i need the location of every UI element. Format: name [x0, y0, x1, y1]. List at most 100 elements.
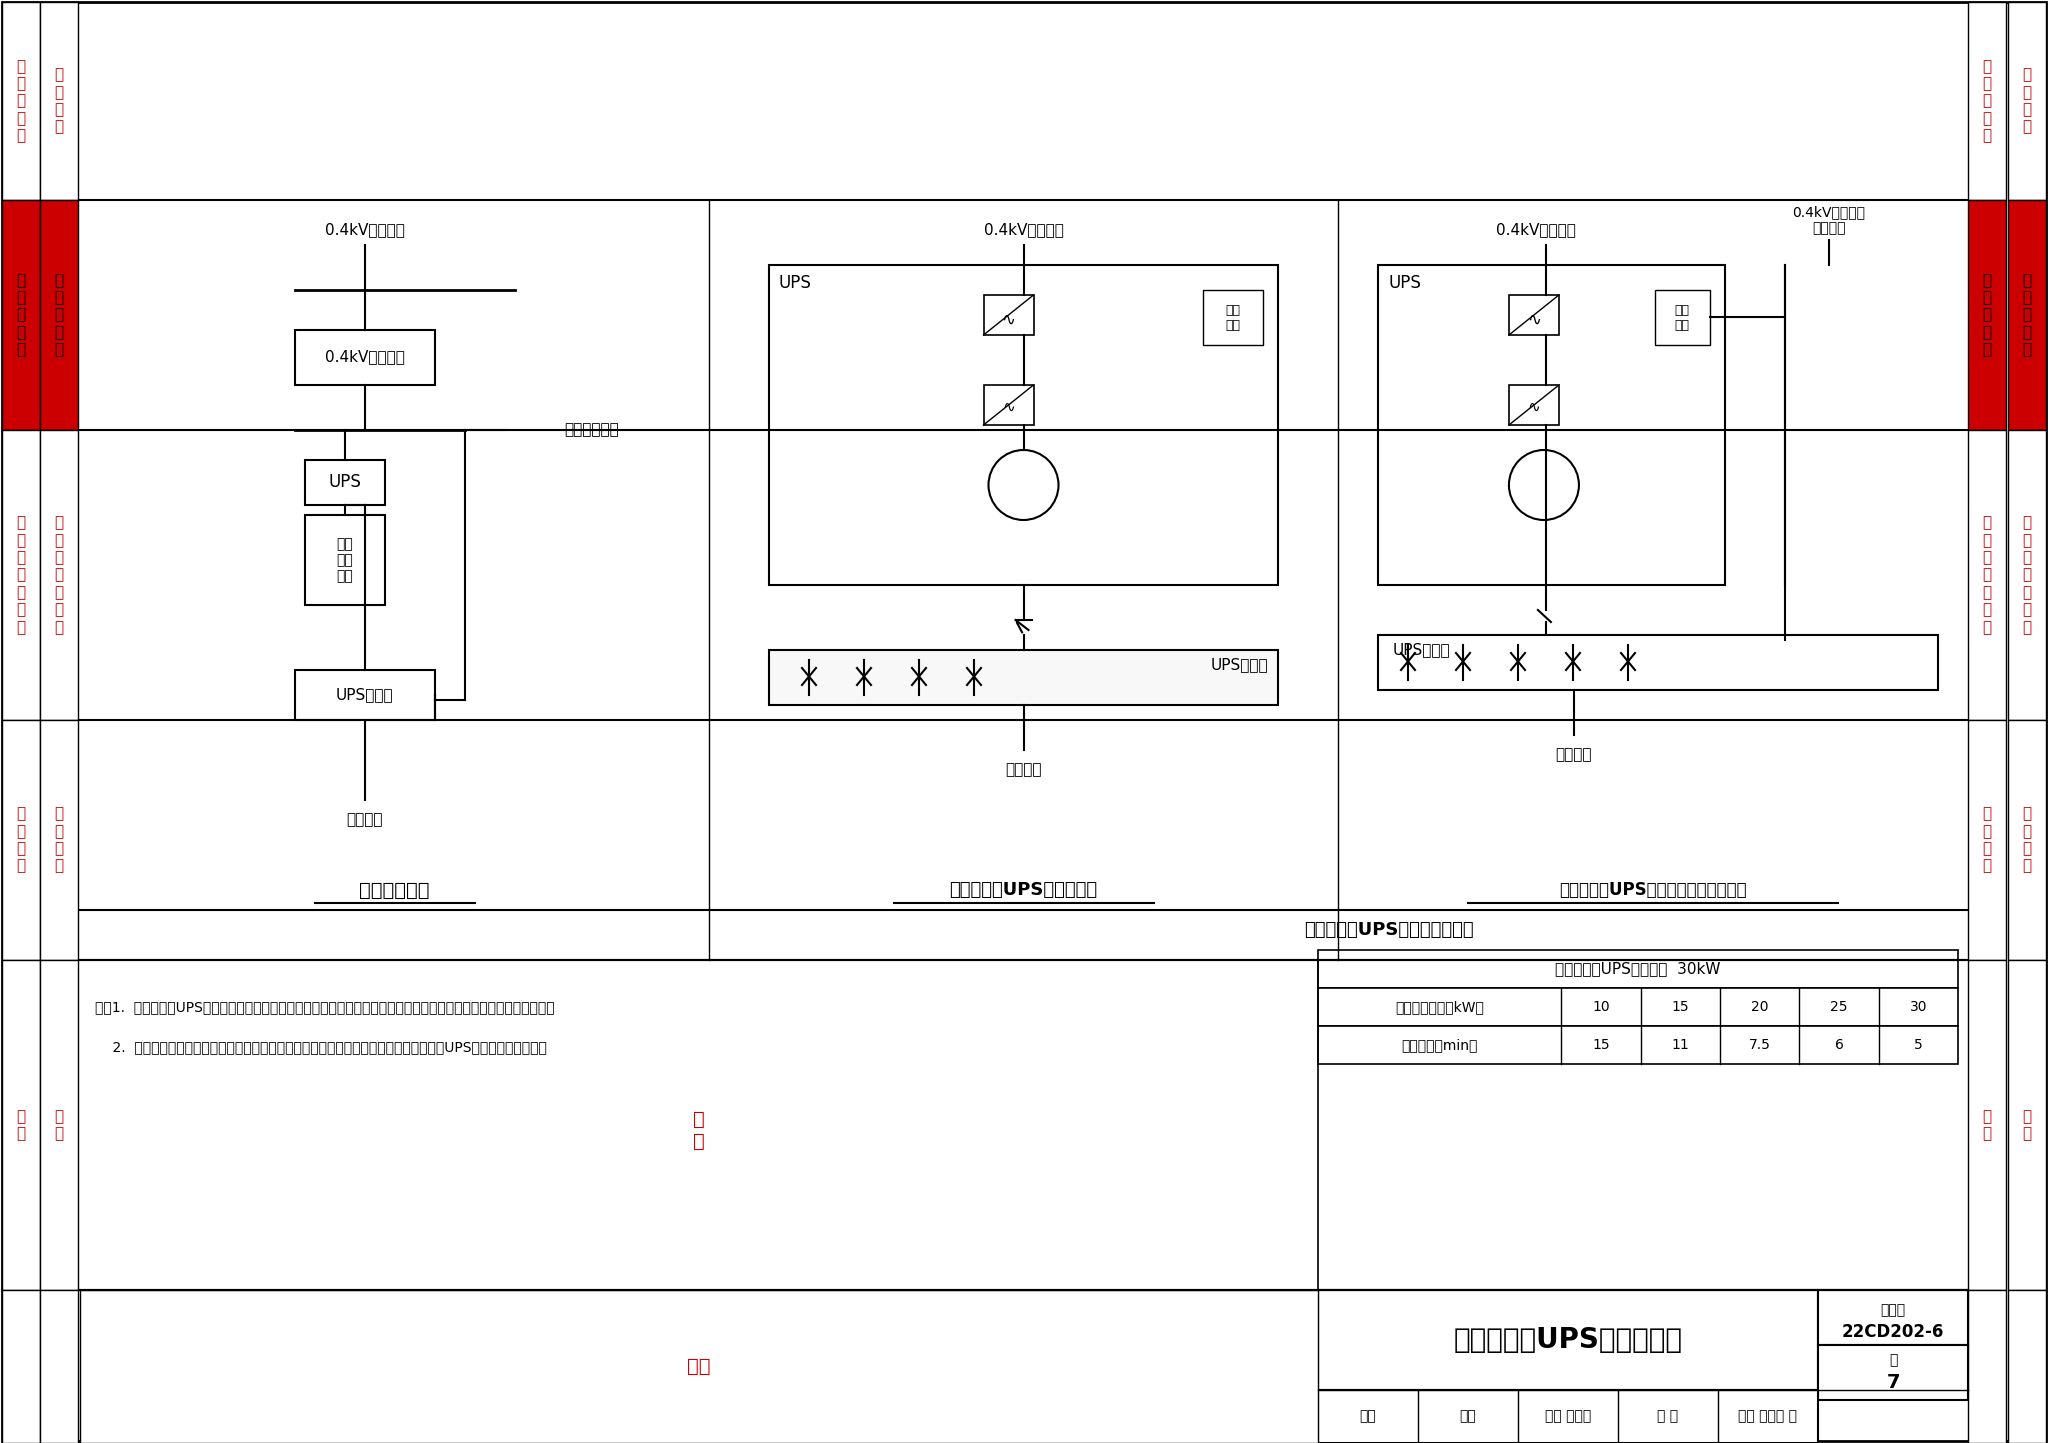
Text: 0.4kV市电电源
手动旁路: 0.4kV市电电源 手动旁路: [1792, 205, 1866, 235]
Bar: [983, 294, 1034, 335]
Bar: [1968, 201, 2005, 430]
Text: 案例: 案例: [688, 1356, 711, 1377]
Text: 5: 5: [1915, 1038, 1923, 1052]
Text: 手动旁路电源: 手动旁路电源: [565, 423, 618, 437]
Text: UPS: UPS: [328, 473, 360, 491]
Text: 0.4kV市电电源: 0.4kV市电电源: [1495, 222, 1575, 238]
Text: 飞轮
储能
装置: 飞轮 储能 装置: [336, 537, 352, 583]
Bar: [1968, 960, 2005, 1290]
Bar: [1202, 290, 1264, 345]
Text: 15: 15: [1591, 1038, 1610, 1052]
Bar: [1319, 988, 1958, 1026]
Bar: [295, 670, 434, 720]
Bar: [2, 201, 41, 430]
Text: ∿: ∿: [1528, 400, 1540, 414]
Bar: [2007, 201, 2046, 430]
Bar: [1319, 1290, 1819, 1390]
Text: 飞轮储能型UPS典型系统图: 飞轮储能型UPS典型系统图: [1454, 1326, 1683, 1354]
Text: 典
型
系
统
图: 典 型 系 统 图: [55, 273, 63, 358]
Bar: [2, 1290, 41, 1443]
Text: 0.4kV市电电源: 0.4kV市电电源: [324, 222, 403, 238]
Text: UPS: UPS: [1389, 274, 1421, 291]
Bar: [41, 430, 78, 720]
Text: 25: 25: [1831, 1000, 1847, 1014]
Text: 重要负荷: 重要负荷: [1556, 747, 1591, 762]
Bar: [1509, 385, 1559, 426]
Bar: [41, 960, 78, 1290]
Text: 重要负荷: 重要负荷: [346, 812, 383, 827]
Text: 工
作
原
理
和: 工 作 原 理 和: [1982, 59, 1991, 143]
Text: 10: 10: [1591, 1000, 1610, 1014]
Text: 拓
扑
图
与
接
线
图: 拓 扑 图 与 接 线 图: [2023, 515, 2032, 635]
Text: 飞轮储能型UPS供电系统图: 飞轮储能型UPS供电系统图: [950, 882, 1098, 899]
Text: 旁路
开关: 旁路 开关: [1673, 304, 1690, 332]
Text: ∿: ∿: [1528, 312, 1540, 329]
Text: UPS配电柜: UPS配电柜: [336, 687, 393, 703]
Bar: [2, 720, 41, 960]
Bar: [41, 1, 78, 201]
Text: 审核: 审核: [1360, 1410, 1376, 1423]
Text: 旁路
开关: 旁路 开关: [1225, 304, 1241, 332]
Text: 放电时间（min）: 放电时间（min）: [1401, 1038, 1479, 1052]
Text: 0.4kV配电装置: 0.4kV配电装置: [324, 349, 403, 365]
Bar: [2007, 1290, 2046, 1443]
Bar: [305, 460, 385, 505]
Bar: [41, 720, 78, 960]
Text: 案
例: 案 例: [2023, 1108, 2032, 1141]
Bar: [2007, 430, 2046, 720]
Text: 孙兰: 孙兰: [1460, 1410, 1477, 1423]
Text: 图集号: 图集号: [1880, 1303, 1905, 1317]
Text: 飞轮储能型UPS加手动旁路供电系统图: 飞轮储能型UPS加手动旁路供电系统图: [1559, 882, 1747, 899]
Text: 案
例: 案 例: [1982, 1108, 1991, 1141]
Bar: [2007, 1, 2046, 201]
Text: 设计 张先玉 签: 设计 张先玉 签: [1739, 1410, 1798, 1423]
Bar: [41, 201, 78, 430]
Bar: [768, 649, 1278, 706]
Text: 页: 页: [1888, 1354, 1896, 1367]
Text: 安
装
要
求: 安 装 要 求: [2023, 807, 2032, 873]
Bar: [768, 266, 1278, 584]
Text: 飞轮储能型UPS额定功率  30kW: 飞轮储能型UPS额定功率 30kW: [1554, 961, 1720, 977]
Text: UPS配电柜: UPS配电柜: [1393, 642, 1450, 658]
Text: 安
装
要
求: 安 装 要 求: [16, 807, 25, 873]
Bar: [1819, 1290, 1968, 1345]
Text: ∿: ∿: [1001, 400, 1016, 414]
Bar: [2007, 960, 2046, 1290]
Text: 6: 6: [1835, 1038, 1843, 1052]
Bar: [1319, 949, 1958, 988]
Bar: [80, 1290, 1319, 1443]
Bar: [1319, 1390, 1819, 1443]
Text: 重要负荷: 重要负荷: [1006, 762, 1042, 778]
Text: 7.5: 7.5: [1749, 1038, 1772, 1052]
Text: 校对 张立峰: 校对 张立峰: [1544, 1410, 1591, 1423]
Bar: [2007, 720, 2046, 960]
Text: UPS配电柜: UPS配电柜: [1210, 658, 1268, 672]
Text: 安
装
要
求: 安 装 要 求: [55, 807, 63, 873]
Text: 案
例: 案 例: [16, 1108, 25, 1141]
Bar: [1968, 1290, 2005, 1443]
Text: 0.4kV市电电源: 0.4kV市电电源: [983, 222, 1063, 238]
Bar: [1968, 720, 2005, 960]
Bar: [2, 960, 41, 1290]
Bar: [2, 430, 41, 720]
Text: 供电系统框图: 供电系统框图: [358, 880, 430, 899]
Text: 拓
扑
图
与
接
线
图: 拓 扑 图 与 接 线 图: [55, 515, 63, 635]
Text: 注：1.  飞轮储能型UPS适用于建筑设备管理系统机房等不间断电源系统的供电时间满足信息存储时间要求的应用场景。: 注：1. 飞轮储能型UPS适用于建筑设备管理系统机房等不间断电源系统的供电时间满…: [94, 1000, 555, 1014]
Text: 20: 20: [1751, 1000, 1767, 1014]
Text: 7: 7: [1886, 1374, 1901, 1392]
Text: 负荷额定功率（kW）: 负荷额定功率（kW）: [1395, 1000, 1485, 1014]
Text: 典
型
系
统
图: 典 型 系 统 图: [2023, 273, 2032, 358]
Bar: [305, 515, 385, 605]
Bar: [1968, 430, 2005, 720]
Text: 30: 30: [1909, 1000, 1927, 1014]
Text: 工
作
原
理
和: 工 作 原 理 和: [16, 59, 25, 143]
Text: 案
例: 案 例: [55, 1108, 63, 1141]
Text: 15: 15: [1671, 1000, 1690, 1014]
Bar: [1378, 635, 1937, 690]
Text: 11: 11: [1671, 1038, 1690, 1052]
Bar: [295, 330, 434, 385]
Bar: [41, 1290, 78, 1443]
Bar: [983, 385, 1034, 426]
Text: 典
型
系
统
图: 典 型 系 统 图: [16, 273, 25, 358]
Bar: [1819, 1345, 1968, 1400]
